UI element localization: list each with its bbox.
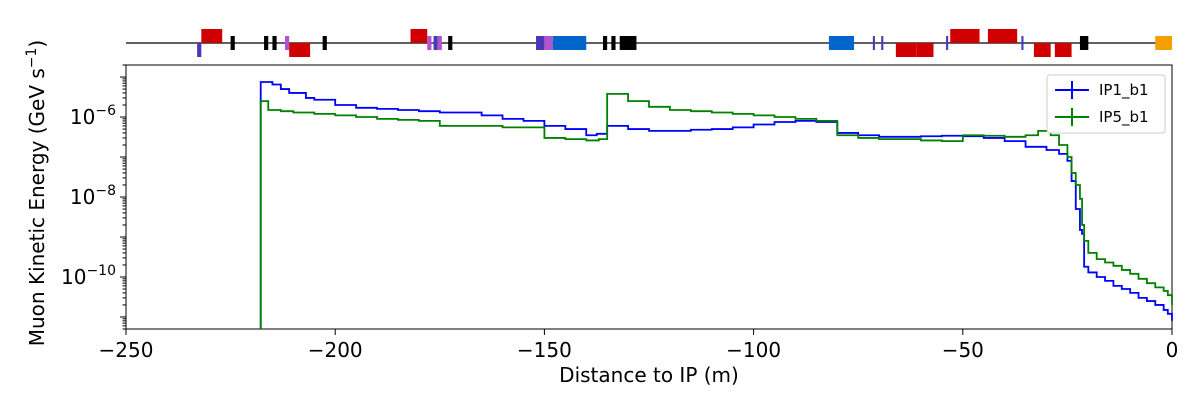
beamline-element-0 [197,43,202,57]
beamline-element-5 [284,36,290,50]
x-axis-ticks: −250 −200 −150 −100 −50 0 [99,329,1179,362]
beamline-element-27 [1021,36,1024,50]
x-axis-label: Distance to IP (m) [559,363,739,387]
x-tick-label: 0 [1166,338,1179,362]
beamline-element-1 [201,29,223,43]
beamline-element-29 [1054,43,1072,57]
x-tick-label: −250 [99,338,154,362]
beamline-element-2 [230,36,235,50]
beamline-element-26 [987,29,1018,43]
beamline-element-4 [272,36,277,50]
legend-label-IP1_b1: IP1_b1 [1099,81,1149,100]
plot-area: −250 −200 −150 −100 −50 0 10−10 10−8 10−6 [61,64,1179,362]
beamline-element-8 [410,29,428,43]
beamline-element-7 [322,36,327,50]
x-tick-label: −50 [942,338,984,362]
series-layer [259,81,1173,329]
beamline-element-15 [552,36,587,50]
beamline-element-16 [602,36,608,50]
beamline-element-12 [448,36,453,50]
y-axis-ticks: 10−10 10−8 10−6 [61,64,126,330]
beamline-element-17 [611,36,616,50]
beamline-element-25 [950,29,980,43]
beamline-element-19 [828,36,855,50]
series-line-IP5_b1 [259,92,1173,329]
beamline-element-13 [536,36,545,50]
beamline-element-6 [289,43,311,57]
beamline-element-3 [264,36,269,50]
beamline-element-9 [427,36,432,50]
y-axis-label: Muon Kinetic Energy (GeV s−1) [24,40,49,347]
beamline-element-30 [1079,36,1089,50]
beamline-element-31 [1155,36,1172,50]
y-tick-label: 10−8 [70,183,116,209]
beamline-element-18 [619,36,637,50]
beamline-element-24 [946,36,949,50]
y-tick-label: 10−10 [61,263,116,289]
beamline-element-28 [1033,43,1051,57]
beamline-element-14 [544,36,553,50]
beamline-element-20 [872,36,875,50]
beamline-element-21 [881,36,884,50]
beamline-element-11 [437,36,442,50]
x-tick-label: −100 [726,338,781,362]
x-tick-label: −150 [517,338,572,362]
x-tick-label: −200 [308,338,363,362]
beamline-element-23 [916,43,934,57]
beamline-element-10 [433,36,438,50]
beamline-layout-strip [126,29,1172,57]
beamline-element-22 [895,43,917,57]
y-tick-label: 10−6 [70,103,116,129]
legend: IP1_b1 IP5_b1 [1046,74,1166,134]
series-line-IP1_b1 [259,81,1173,329]
legend-label-IP5_b1: IP5_b1 [1099,108,1149,127]
